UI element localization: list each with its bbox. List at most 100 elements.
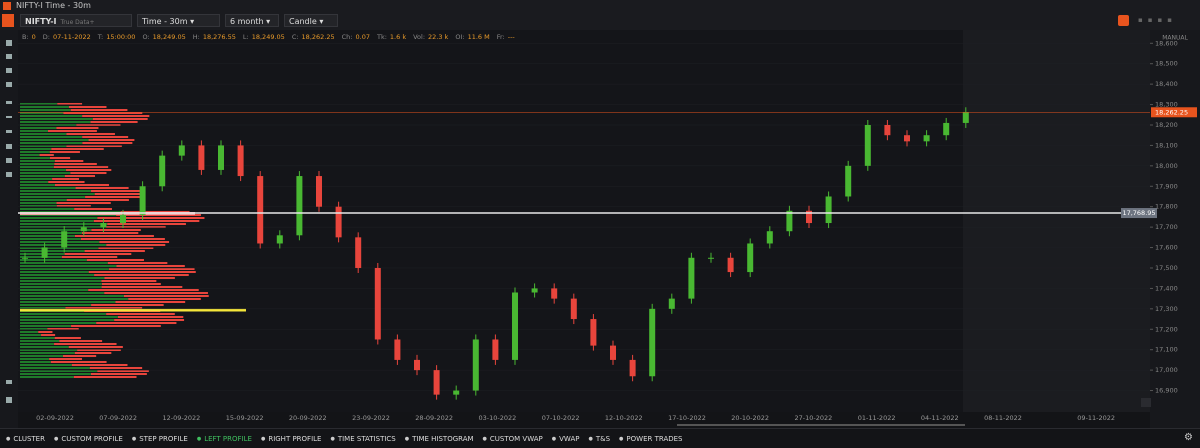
- profile-buy: [20, 295, 124, 297]
- profile-buy: [20, 283, 102, 285]
- profile-sell: [107, 223, 186, 225]
- info-label: C:: [291, 33, 299, 41]
- y-tick-label: 18,600: [1155, 39, 1178, 47]
- profile-buy: [20, 334, 42, 336]
- y-axis-panel: [1150, 30, 1200, 428]
- profile-sell: [39, 154, 54, 156]
- style-select[interactable]: Candle ▾: [284, 14, 338, 27]
- range-select[interactable]: 6 month ▾: [225, 14, 279, 27]
- info-label: O:: [142, 33, 150, 41]
- y-tick-label: 17,300: [1155, 305, 1178, 313]
- profile-sell: [94, 274, 189, 276]
- profile-sell: [56, 202, 111, 204]
- y-tick-label: 17,500: [1155, 264, 1178, 272]
- plot-area: [18, 30, 1150, 412]
- profile-buy: [20, 109, 71, 111]
- profile-sell: [77, 349, 121, 351]
- candle: [708, 257, 714, 259]
- profile-sell: [99, 241, 170, 243]
- profile-sell: [104, 292, 208, 294]
- info-value: 18,249.05: [152, 33, 186, 41]
- scroll-end-button[interactable]: [1141, 398, 1151, 407]
- app-logo: [3, 2, 11, 10]
- toolbar-icon[interactable]: [1118, 15, 1129, 26]
- tab[interactable]: STEP PROFILE: [132, 435, 188, 443]
- x-tick-label: 12-09-2022: [163, 414, 201, 422]
- info-label: H:: [192, 33, 200, 41]
- candle: [610, 345, 616, 360]
- x-tick-label: 07-10-2022: [542, 414, 580, 422]
- y-tick-label: 17,100: [1155, 346, 1178, 354]
- profile-buy: [20, 157, 50, 159]
- profile-sell: [91, 304, 164, 306]
- tab[interactable]: POWER TRADES: [619, 435, 682, 443]
- candle: [316, 176, 322, 207]
- profile-sell: [63, 355, 97, 357]
- tab[interactable]: CUSTOM VWAP: [483, 435, 543, 443]
- candle: [923, 135, 930, 142]
- menu-button[interactable]: [2, 14, 14, 27]
- candle: [825, 196, 832, 224]
- candle: [864, 124, 871, 166]
- profile-buy: [20, 298, 129, 300]
- candle: [120, 214, 126, 224]
- info-item: C: 18,262.25: [292, 33, 335, 45]
- profile-buy: [20, 145, 67, 147]
- profile-sell: [61, 256, 118, 258]
- feed: True Data+: [60, 19, 95, 26]
- candle: [433, 370, 440, 395]
- info-bar: B: 0 D: 07-11-2022 T: 15:00:00 O: 18,249.05 H: 18…: [22, 33, 515, 45]
- profile-sell: [50, 361, 107, 363]
- tab[interactable]: CLUSTER: [6, 435, 45, 443]
- tab[interactable]: CUSTOM PROFILE: [54, 435, 123, 443]
- y-tick-label: 18,200: [1155, 121, 1178, 129]
- profile-buy: [20, 346, 69, 348]
- symbol-box[interactable]: NIFTY-I True Data+: [20, 14, 132, 27]
- profile-buy: [20, 256, 62, 258]
- x-tick-label: 07-09-2022: [99, 414, 137, 422]
- title-bar: NIFTY-I Time - 30m: [0, 0, 1200, 12]
- tab[interactable]: TIME HISTOGRAM: [405, 435, 473, 443]
- info-label: Tk:: [376, 33, 387, 41]
- profile-buy: [20, 349, 78, 351]
- profile-sell: [41, 334, 56, 336]
- tab[interactable]: VWAP: [552, 435, 579, 443]
- profile-sell: [86, 259, 144, 261]
- profile-sell: [82, 136, 129, 138]
- toolbar-icons[interactable]: ▪▪▪▪: [1138, 16, 1177, 24]
- profile-buy: [20, 343, 55, 345]
- profile-sell: [49, 157, 71, 159]
- profile-sell: [66, 199, 129, 201]
- candle: [590, 319, 597, 346]
- symbol: NIFTY-I: [25, 17, 57, 26]
- profile-buy: [20, 367, 90, 369]
- profile-buy: [20, 208, 75, 210]
- profile-buy: [20, 220, 94, 222]
- candle: [551, 288, 558, 299]
- profile-buy: [20, 205, 57, 207]
- tab[interactable]: TIME STATISTICS: [330, 435, 396, 443]
- profile-buy: [20, 172, 71, 174]
- info-label: OI:: [455, 33, 465, 41]
- timeframe-select[interactable]: Time - 30m ▾: [137, 14, 220, 27]
- x-tick-label: 02-09-2022: [36, 414, 74, 422]
- profile-buy: [20, 184, 55, 186]
- profile-sell: [90, 121, 138, 123]
- profile-buy: [20, 241, 100, 243]
- info-item: T: 15:00:00: [98, 33, 136, 45]
- profile-sell: [88, 139, 135, 141]
- profile-sell: [80, 238, 165, 240]
- profile-sell: [54, 337, 81, 339]
- tab[interactable]: RIGHT PROFILE: [261, 435, 321, 443]
- profile-sell: [90, 373, 147, 375]
- settings-icon[interactable]: ⚙: [1184, 432, 1193, 443]
- profile-buy: [20, 328, 48, 330]
- profile-buy: [20, 265, 117, 267]
- y-tick-label: 17,400: [1155, 284, 1178, 292]
- profile-sell: [75, 187, 129, 189]
- profile-sell: [97, 217, 205, 219]
- profile-buy: [20, 358, 50, 360]
- tab[interactable]: T&S: [588, 435, 610, 443]
- tab[interactable]: LEFT PROFILE: [197, 435, 252, 443]
- info-label: T:: [97, 33, 104, 41]
